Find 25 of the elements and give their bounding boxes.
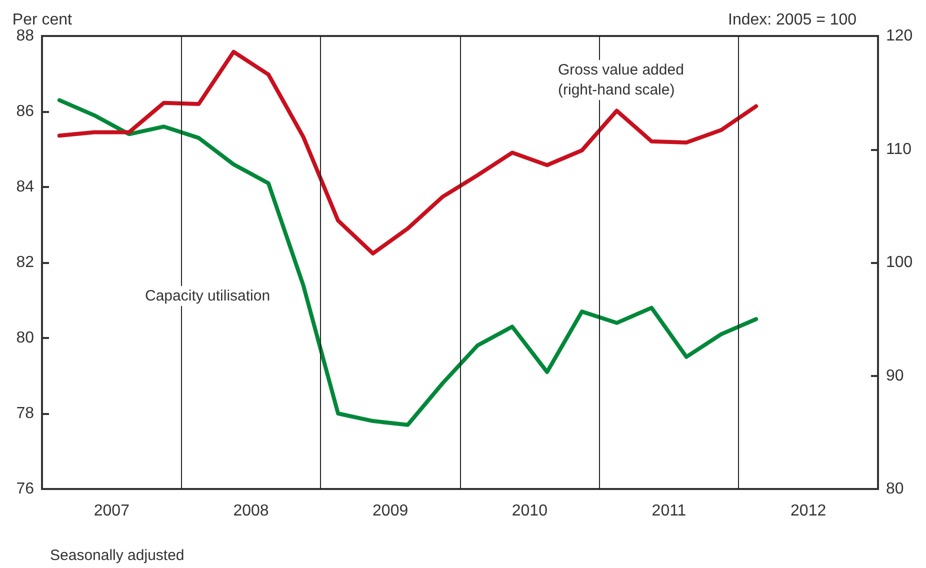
x-tick-label: 2011 [652, 502, 686, 520]
y2-tick-label: 110 [886, 140, 912, 158]
y2-tick-label: 80 [886, 480, 904, 498]
x-tick-label: 2007 [94, 502, 130, 520]
line-series [57, 98, 758, 427]
text: Capacity utilisation [145, 288, 270, 304]
y-tick-label: 86 [16, 103, 34, 120]
x-tick-label: 2010 [512, 502, 548, 520]
y2-axis-title: Index: 2005 = 100 [728, 12, 857, 28]
y2-tick-label: 100 [886, 254, 913, 271]
text: Gross value added (right-hand scale) [558, 62, 684, 98]
x-tick-label: 2008 [233, 502, 269, 520]
y-axis-title: Per cent [12, 12, 73, 28]
text: Seasonally adjusted [50, 547, 184, 564]
y-tick-label: 78 [16, 405, 34, 422]
line-series [57, 50, 758, 256]
y2-tick-label: 90 [886, 367, 904, 384]
y-tick-label: 88 [16, 28, 34, 44]
y-tick-label: 80 [16, 330, 34, 346]
y2-tick-label: 120 [886, 28, 913, 44]
y-tick-label: 76 [16, 480, 34, 498]
y-tick-label: 84 [16, 178, 34, 196]
x-tick-label: 2012 [790, 502, 826, 520]
y-tick-label: 82 [16, 254, 34, 271]
x-tick-label: 2009 [372, 502, 408, 520]
